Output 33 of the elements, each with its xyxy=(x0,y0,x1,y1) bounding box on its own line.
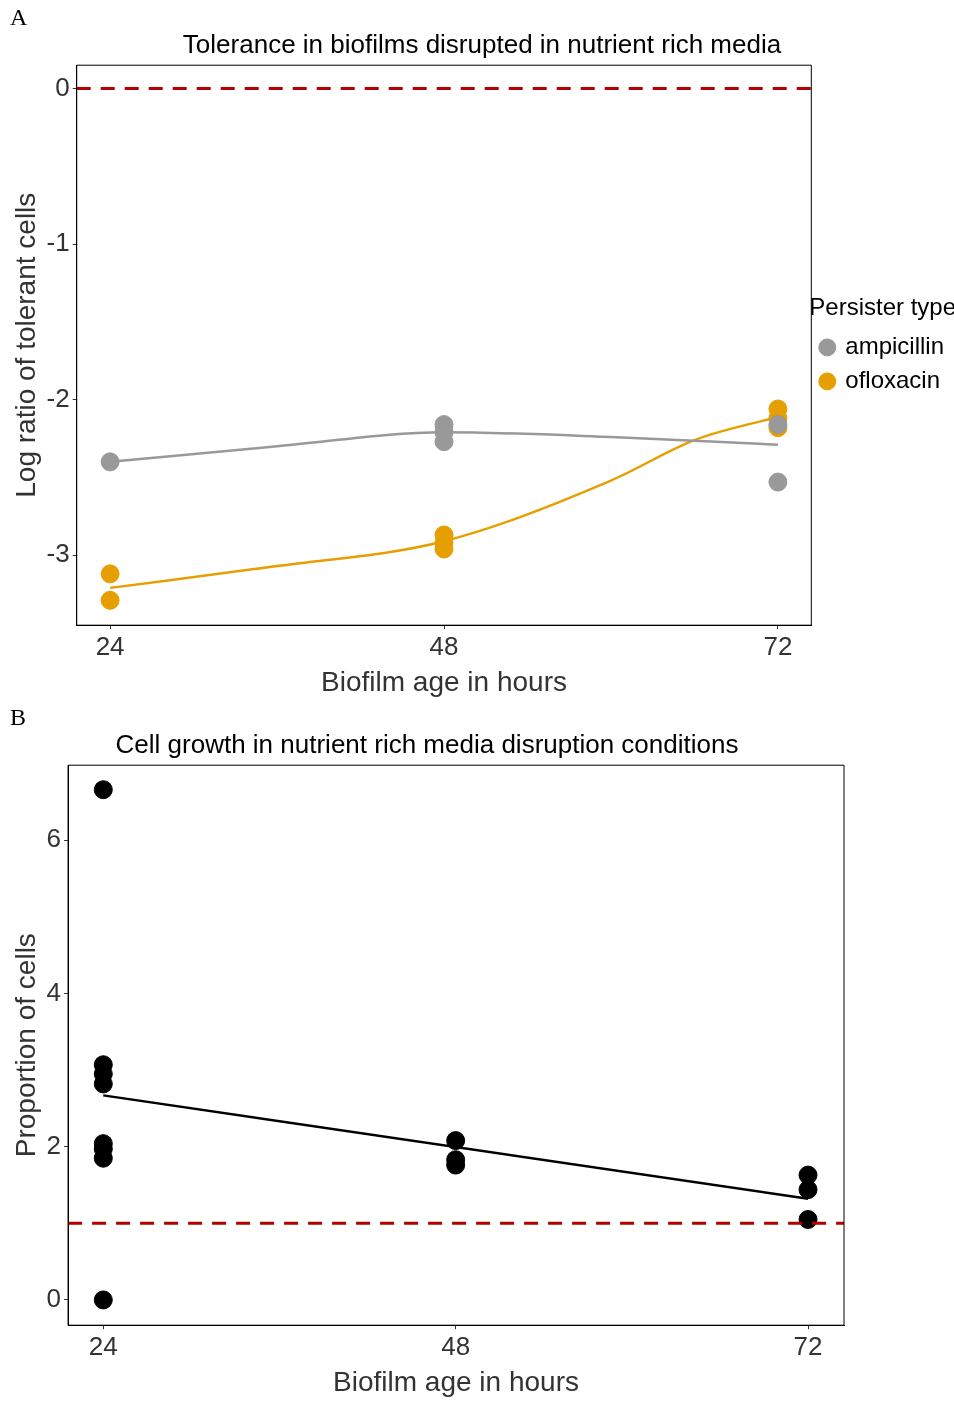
x-tick-label: 72 xyxy=(793,1330,823,1361)
y-axis-title: Log ratio of tolerant cells xyxy=(9,192,41,498)
point xyxy=(100,590,120,610)
point xyxy=(768,472,788,492)
y-tick-label: -3 xyxy=(46,538,70,569)
x-axis-title: Biofilm age in hours xyxy=(321,665,567,697)
point xyxy=(93,780,113,800)
y-tick-label: 4 xyxy=(46,976,62,1007)
y-tick-label: 0 xyxy=(55,71,70,102)
legend-label: ofloxacin xyxy=(845,366,941,394)
y-tick-label: -1 xyxy=(46,227,70,258)
chart-title: Tolerance in biofilms disrupted in nutrient rich media xyxy=(182,28,782,59)
text: B xyxy=(10,704,27,731)
x-tick-label: 72 xyxy=(763,630,793,661)
x-tick-label: 24 xyxy=(88,1330,118,1361)
y-tick-label: 2 xyxy=(46,1129,62,1160)
point xyxy=(798,1180,818,1200)
y-tick-label: -2 xyxy=(46,382,70,413)
point xyxy=(798,1209,818,1229)
legend-label: ampicillin xyxy=(845,332,945,360)
chart-title: Cell growth in nutrient rich media disruption conditions xyxy=(115,728,739,759)
x-tick-label: 24 xyxy=(95,630,125,661)
y-tick-label: 0 xyxy=(46,1283,62,1314)
x-tick-label: 48 xyxy=(429,630,459,661)
x-axis-title: Biofilm age in hours xyxy=(333,1365,579,1397)
point xyxy=(446,1131,466,1151)
point xyxy=(93,1290,113,1310)
text: A xyxy=(10,4,28,31)
x-tick-label: 48 xyxy=(441,1330,471,1361)
point xyxy=(100,564,120,584)
y-tick-label: 6 xyxy=(46,823,62,854)
point xyxy=(100,452,120,472)
y-axis-title: Proportion of cells xyxy=(9,933,41,1158)
